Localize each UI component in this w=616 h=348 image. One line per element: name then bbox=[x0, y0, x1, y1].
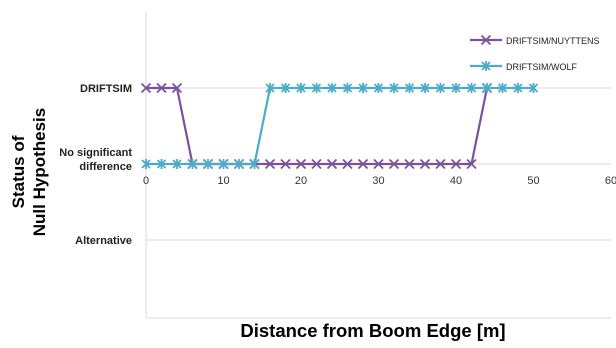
series-layer bbox=[140, 82, 539, 170]
data-point-driftsim-wolf-16 bbox=[265, 83, 275, 93]
data-point-driftsim-nuyttens-30 bbox=[373, 158, 384, 170]
data-point-driftsim-wolf-12 bbox=[234, 159, 244, 169]
series-line-driftsim-nuyttens bbox=[146, 86, 489, 166]
data-point-driftsim-nuyttens-32 bbox=[388, 158, 400, 170]
data-point-driftsim-wolf-38 bbox=[435, 83, 446, 93]
y-axis-title: Status of Null Hypothesis bbox=[9, 108, 49, 236]
data-point-driftsim-wolf-42 bbox=[466, 83, 477, 93]
data-point-driftsim-wolf-0 bbox=[141, 159, 151, 169]
legend-label-driftsim-nuyttens: DRIFTSIM/NUYTTENS bbox=[506, 36, 600, 46]
x-tick-label-0: 0 bbox=[143, 175, 149, 187]
data-point-driftsim-wolf-18 bbox=[280, 83, 291, 93]
y-tick-label-alternative: Alternative bbox=[75, 235, 132, 247]
data-point-driftsim-wolf-26 bbox=[342, 83, 353, 93]
data-point-driftsim-wolf-6 bbox=[187, 159, 198, 169]
data-point-driftsim-wolf-30 bbox=[373, 83, 384, 93]
data-point-driftsim-nuyttens-22 bbox=[311, 158, 322, 170]
legend-marker-driftsim-nuyttens bbox=[480, 34, 492, 46]
data-point-driftsim-wolf-44 bbox=[482, 83, 492, 93]
data-point-driftsim-nuyttens-38 bbox=[435, 158, 446, 170]
data-point-driftsim-wolf-14 bbox=[249, 159, 260, 169]
series-driftsim-wolf bbox=[141, 83, 539, 169]
y-tick-label-no-significant-difference: No significant difference bbox=[59, 147, 132, 173]
x-tick-label-30: 30 bbox=[372, 175, 384, 187]
data-point-driftsim-wolf-32 bbox=[389, 83, 399, 93]
y-tick-label-driftsim: DRIFTSIM bbox=[80, 83, 132, 95]
data-point-driftsim-nuyttens-42 bbox=[466, 158, 477, 170]
legend: DRIFTSIM/NUYTTENS DRIFTSIM/WOLF bbox=[470, 34, 600, 72]
x-axis-title: Distance from Boom Edge [m] bbox=[240, 320, 505, 341]
data-point-driftsim-nuyttens-4 bbox=[171, 82, 183, 94]
data-point-driftsim-wolf-40 bbox=[451, 83, 461, 93]
data-point-driftsim-wolf-10 bbox=[218, 159, 229, 169]
data-point-driftsim-nuyttens-34 bbox=[404, 158, 415, 170]
data-point-driftsim-nuyttens-0 bbox=[140, 82, 152, 94]
data-point-driftsim-wolf-22 bbox=[311, 83, 322, 93]
data-point-driftsim-wolf-50 bbox=[528, 83, 539, 93]
x-tick-label-40: 40 bbox=[450, 175, 462, 187]
data-point-driftsim-wolf-24 bbox=[327, 83, 337, 93]
x-tick-label-10: 10 bbox=[217, 175, 229, 187]
data-point-driftsim-nuyttens-18 bbox=[280, 158, 291, 170]
data-point-driftsim-wolf-2 bbox=[156, 159, 167, 169]
legend-label-driftsim-wolf: DRIFTSIM/WOLF bbox=[506, 62, 577, 72]
data-point-driftsim-nuyttens-16 bbox=[264, 158, 276, 170]
legend-item-driftsim-nuyttens: DRIFTSIM/NUYTTENS bbox=[470, 34, 600, 46]
x-tick-label-60: 60 bbox=[605, 175, 616, 187]
data-point-driftsim-wolf-46 bbox=[497, 83, 508, 93]
legend-marker-driftsim-wolf bbox=[481, 61, 491, 71]
data-point-driftsim-wolf-28 bbox=[358, 83, 368, 93]
y-axis-title-text: Status of Null Hypothesis bbox=[9, 108, 49, 236]
data-point-driftsim-wolf-4 bbox=[172, 159, 182, 169]
series-driftsim-nuyttens bbox=[140, 82, 493, 170]
data-point-driftsim-wolf-20 bbox=[296, 83, 306, 93]
data-point-driftsim-wolf-36 bbox=[420, 83, 430, 93]
data-point-driftsim-nuyttens-20 bbox=[295, 158, 307, 170]
data-point-driftsim-nuyttens-2 bbox=[156, 82, 167, 94]
series-line-driftsim-wolf bbox=[146, 86, 534, 166]
data-point-driftsim-wolf-8 bbox=[203, 159, 213, 169]
data-point-driftsim-wolf-34 bbox=[404, 83, 415, 93]
data-point-driftsim-wolf-48 bbox=[513, 83, 523, 93]
legend-item-driftsim-wolf: DRIFTSIM/WOLF bbox=[470, 61, 577, 72]
data-point-driftsim-nuyttens-28 bbox=[357, 158, 369, 170]
axis-layer: Alternative No significant difference DRIFT… bbox=[59, 83, 616, 247]
data-point-driftsim-nuyttens-36 bbox=[419, 158, 431, 170]
data-point-driftsim-nuyttens-40 bbox=[450, 158, 462, 170]
x-tick-label-20: 20 bbox=[295, 175, 307, 187]
x-tick-label-50: 50 bbox=[527, 175, 539, 187]
data-point-driftsim-nuyttens-24 bbox=[326, 158, 338, 170]
data-point-driftsim-nuyttens-26 bbox=[342, 158, 353, 170]
